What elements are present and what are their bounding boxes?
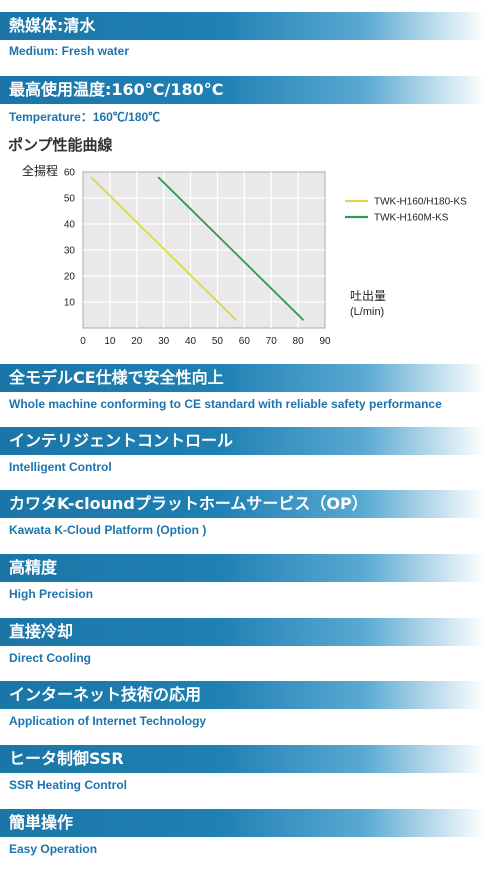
section-header-internet-technology: インターネット技術の応用 [0,681,485,709]
chart-title: ポンプ性能曲線 [8,136,113,154]
legend-label-1: TWK-H160/H180-KS [374,197,467,208]
x-tick-label: 50 [212,336,224,347]
section-header-ssr-heating: ヒータ制御SSR [0,745,485,773]
section-header-k-cloud: カワタK-cloundプラットホームサービス（OP） [0,490,485,518]
section-subtitle-ce-safety: Whole machine conforming to CE standard … [9,397,442,411]
chart-series [90,176,305,321]
x-tick-label: 60 [239,336,251,347]
x-tick-label: 30 [158,336,170,347]
y-tick-label: 50 [64,194,76,205]
section-subtitle-temperature: Temperature：160℃/180℃ [9,110,161,124]
y-tick-label: 40 [64,220,76,231]
section-subtitle-direct-cooling: Direct Cooling [9,651,92,665]
y-tick-label: 10 [64,298,76,309]
series-line-2 [157,176,305,321]
section-header-medium: 熱媒体:清水 [0,12,485,40]
y-tick-label: 30 [64,246,76,257]
chart-axes: 0 10 20 30 40 50 60 70 80 90 10 20 30 40 50 60 [64,168,331,348]
x-tick-label: 10 [104,336,116,347]
series-line-1 [90,176,237,321]
chart-legend: TWK-H160/H180-KS TWK-H160M-KS [345,197,467,224]
section-subtitle-internet-technology: Application of Internet Technology [9,714,207,728]
legend-label-2: TWK-H160M-KS [374,213,449,224]
section-subtitle-easy-operation: Easy Operation [9,842,98,856]
section-subtitle-ssr-heating: SSR Heating Control [9,778,128,792]
x-tick-label: 40 [185,336,197,347]
section-header-ce-safety: 全モデルCE仕様で安全性向上 [0,364,485,392]
section-subtitle-k-cloud: Kawata K-Cloud Platform (Option ) [9,523,207,537]
x-tick-label: 90 [319,336,331,347]
x-axis-title: 吐出量 [350,289,386,303]
section-header-high-precision: 高精度 [0,554,485,582]
y-tick-label: 20 [64,272,76,283]
x-tick-label: 80 [293,336,305,347]
section-subtitle-medium: Medium: Fresh water [9,44,130,58]
section-header-temperature: 最高使用温度:160°C/180°C [0,76,485,104]
section-header-direct-cooling: 直接冷却 [0,618,485,646]
x-tick-label: 70 [266,336,278,347]
x-tick-label: 20 [131,336,143,347]
y-tick-label: 60 [64,168,76,179]
x-tick-label: 0 [80,336,86,347]
chart-grid [82,171,326,329]
section-header-intelligent-control: インテリジェントコントロール [0,427,485,455]
section-subtitle-high-precision: High Precision [9,587,94,601]
x-axis-unit: (L/min) [350,306,384,318]
section-header-easy-operation: 簡単操作 [0,809,485,837]
y-axis-title: 全揚程 [22,163,58,178]
section-subtitle-intelligent-control: Intelligent Control [9,460,112,474]
pump-performance-chart: 0 10 20 30 40 50 60 70 80 90 10 20 30 40 50 60 TWK-H160… [22,163,467,348]
